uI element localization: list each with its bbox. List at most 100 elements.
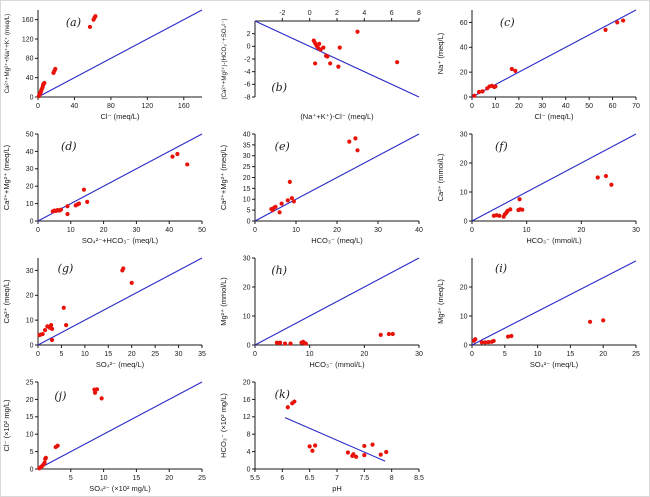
data-point [483, 340, 488, 345]
x-axis-label: Cl⁻ (meq/L) [101, 112, 140, 121]
x-tick-label: 6 [390, 10, 394, 17]
data-point [354, 454, 359, 459]
x-tick-label: 5 [69, 475, 73, 482]
panel-letter: (k) [275, 388, 290, 401]
y-tick-label: 0 [30, 94, 34, 101]
x-tick-label: 0 [36, 227, 40, 234]
data-point [92, 390, 98, 395]
chart-e: 0 10 20 30 40 0 5 10 15 20 25 30 35 40 HCO₃⁻ (meq/L) Ca… [219, 131, 423, 245]
y-tick-label: 20 [460, 284, 468, 291]
panel-letter: (c) [500, 16, 515, 29]
data-point [497, 213, 502, 218]
x-tick-label: 5.5 [250, 475, 260, 482]
data-point [491, 338, 496, 344]
data-point [479, 340, 484, 345]
y-tick-label: 30 [26, 268, 34, 275]
panel-b: -2 0 2 4 6 8 -8 -6 -4 -2 0 2 (Na⁺+K⁺)-Cl⁻ (meq/L) (Ca… [218, 1, 435, 125]
data-point [279, 201, 284, 206]
x-tick-label: 30 [133, 227, 141, 234]
data-point [121, 266, 126, 271]
y-tick-label: 10 [460, 313, 468, 320]
data-point [615, 20, 620, 25]
x-tick-label: 0 [470, 351, 474, 358]
y-tick-label: 30 [26, 166, 34, 173]
x-tick-label: 70 [632, 103, 640, 110]
data-point [287, 179, 292, 184]
panel-h: 0 10 20 30 0 10 20 30 HCO₃⁻ (mmol/L) Mg²⁺ (mmol/L… [218, 249, 435, 373]
data-point [378, 452, 383, 457]
x-tick-label: 0 [253, 351, 257, 358]
data-point [321, 45, 326, 50]
y-tick-label: 80 [26, 56, 34, 63]
reference-line [37, 257, 203, 346]
data-point [609, 182, 614, 187]
y-axis-label: Na⁺ (meq/L) [436, 32, 445, 74]
data-point [517, 197, 522, 202]
data-point [49, 337, 55, 343]
x-tick-label: 0 [36, 351, 40, 358]
y-tick-label: 0 [30, 466, 34, 473]
panel-c: 0 10 20 30 40 50 60 70 0 20 40 60 Cl⁻ (meq/L) Na⁺ (me… [435, 1, 649, 125]
reference-line [254, 257, 420, 346]
data-point [49, 326, 55, 331]
x-tick-label: 25 [632, 351, 640, 358]
x-tick-label: 8.5 [414, 475, 424, 482]
data-point [595, 175, 600, 180]
chart-j: 5 10 15 20 25 0 5 10 15 20 25 SO₄²⁻ (×10² mg/L) Cl⁻ … [2, 379, 206, 493]
data-point [94, 387, 100, 392]
x-tick-label: 5 [503, 351, 507, 358]
x-tick-label: 25 [198, 475, 206, 482]
y-tick-label: 30 [243, 255, 251, 262]
x-axis-label: HCO₃⁻ (mmol/L) [309, 360, 365, 369]
x-tick-label: 0 [36, 103, 40, 110]
x-tick-label: 30 [374, 227, 382, 234]
data-point [313, 443, 318, 448]
y-tick-label: 10 [243, 313, 251, 320]
x-tick-label: 10 [492, 103, 500, 110]
x-tick-label: 30 [415, 351, 423, 358]
reference-line [471, 9, 637, 98]
y-tick-label: 25 [26, 379, 34, 386]
y-tick-label: 8 [247, 432, 251, 439]
data-point [55, 443, 60, 448]
y-tick-label: 40 [26, 75, 34, 82]
data-point [325, 54, 330, 59]
y-tick-label: 40 [26, 149, 34, 156]
data-point [291, 199, 297, 204]
x-tick-label: 0 [308, 10, 312, 17]
x-tick-label: 20 [577, 227, 585, 234]
reference-line [471, 260, 637, 346]
x-tick-label: 40 [71, 103, 79, 110]
x-tick-label: 20 [165, 475, 173, 482]
y-axis-label: Ca²⁺+Mg²⁺+Na⁺+K⁺ (meq/L) [4, 14, 11, 94]
y-tick-label: 10 [26, 201, 34, 208]
data-point [175, 151, 180, 157]
x-tick-label: 30 [632, 227, 640, 234]
data-point [355, 148, 360, 153]
data-point [362, 443, 367, 449]
x-tick-label: 40 [415, 227, 423, 234]
data-point [603, 173, 609, 179]
y-tick-label: 10 [26, 432, 34, 439]
data-point [285, 405, 290, 410]
data-point [49, 323, 54, 328]
data-point [337, 45, 342, 50]
data-point [520, 207, 525, 212]
data-point [42, 327, 48, 333]
y-tick-label: 0 [30, 218, 34, 225]
chart-f: 0 10 20 30 0 10 20 30 HCO₃⁻ (mmol/L) Ca²⁺ (mmol/L… [436, 131, 640, 245]
y-tick-label: 10 [26, 318, 34, 325]
y-tick-label: 20 [26, 184, 34, 191]
x-tick-label: 2 [335, 10, 339, 17]
x-tick-label: 160 [178, 103, 190, 110]
data-point [273, 204, 278, 209]
data-point [87, 24, 93, 30]
data-point [285, 198, 290, 203]
y-tick-label: 0 [247, 342, 251, 349]
data-point [480, 89, 485, 94]
y-tick-label: -2 [244, 56, 250, 63]
y-tick-label: 15 [243, 186, 251, 193]
y-tick-label: -6 [244, 82, 250, 89]
x-tick-label: 50 [585, 103, 593, 110]
